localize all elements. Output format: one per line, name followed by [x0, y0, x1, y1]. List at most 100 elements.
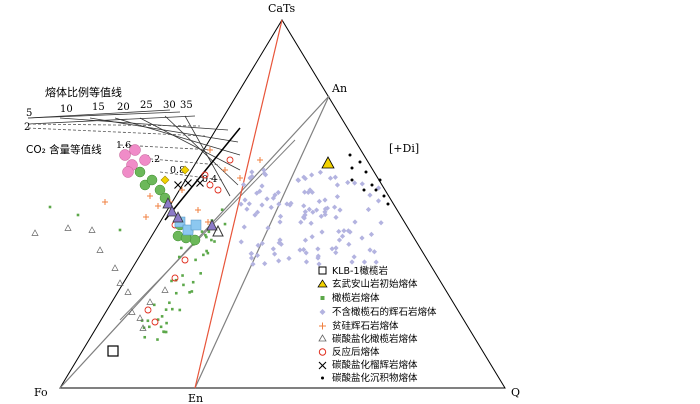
pyroxenite-melt-diamond: [375, 185, 382, 191]
pyroxenite-melt-diamond: [337, 207, 343, 213]
pyroxenite-melt-diamond: [295, 177, 301, 183]
green-circle: [134, 166, 146, 178]
pyroxenite-melt-points: [238, 167, 384, 267]
peridotite-melt-square: [178, 308, 182, 312]
purple-triangle: [166, 205, 178, 217]
co2-value-0-8: 0.8: [170, 165, 185, 176]
pyroxenite-melt-diamond: [297, 247, 303, 253]
reacted-melt-circle: [226, 156, 234, 164]
peridotite-melt-square: [162, 330, 165, 333]
peridotite-melt-square: [160, 315, 164, 318]
vertex-label-fo: Fo: [34, 386, 48, 399]
co2-title: CO₂ 含量等值线: [26, 143, 102, 156]
vertex-label-di: [+Di]: [389, 142, 419, 155]
pyroxenite-melt-diamond: [284, 201, 290, 207]
pyroxenite-melt-diamond: [240, 182, 247, 188]
carbonated-peridotite-triangle: [124, 288, 132, 295]
peridotite-melt-square: [171, 307, 174, 311]
pyroxenite-melt-diamond: [277, 237, 283, 243]
purple-triangle: [206, 219, 218, 231]
pyroxenite-melt-diamond: [371, 249, 377, 255]
peridotite-melt-square: [205, 235, 208, 239]
reacted-melt-circle: [181, 256, 189, 264]
pyroxenite-melt-diamond: [349, 259, 355, 265]
melt-ratio-value-10: 10: [60, 104, 73, 115]
carbonated-peridotite-triangle: [128, 308, 136, 315]
yellow-diamond: [160, 175, 170, 185]
pyroxenite-melt-diamond: [298, 219, 304, 225]
peridotite-melt-square: [142, 326, 146, 330]
pyroxenite-melt-diamond: [324, 205, 331, 211]
pyroxenite-melt-diamond: [303, 250, 309, 256]
pyroxenite-melt-diamond: [276, 258, 282, 264]
carbonated-sediment-dot: [370, 183, 374, 187]
reacted-melt-circle: [214, 186, 222, 194]
legend-label-carbonated-sediment: 碳酸盐化沉积物熔体: [332, 372, 418, 384]
peridotite-melt-square: [159, 325, 163, 329]
pyroxenite-melt-diamond: [327, 175, 334, 181]
carbonated-eclogite-cross: [184, 179, 192, 187]
pyroxenite-melt-diamond: [302, 175, 308, 182]
pyroxenite-melt-diamond: [341, 228, 347, 234]
pyroxenite-melt-diamond: [276, 201, 282, 207]
pyroxenite-melt-diamond: [247, 175, 253, 181]
pyroxenite-melt-diamond: [250, 261, 256, 267]
pyroxenite-melt-diamond: [270, 195, 276, 201]
pyroxenite-melt-diamond: [248, 251, 254, 257]
pyroxenite-melt-diamond: [319, 229, 325, 235]
pyroxenite-melt-diamond: [238, 239, 244, 245]
pyroxenite-melt-diamond: [307, 187, 313, 193]
peridotite-melt-square: [165, 321, 168, 325]
pyroxenite-melt-diamond: [359, 235, 365, 241]
pyroxenite-melt-diamond: [268, 204, 274, 210]
pyroxenite-melt-diamond: [300, 214, 307, 220]
pyroxenite-melt-diamond: [315, 246, 321, 252]
carbonated-peridotite-triangle: [139, 324, 147, 331]
carbonated-peridotite-triangle: [161, 286, 169, 293]
peridotite-melt-square: [190, 290, 194, 293]
carbonated-sediment-dot: [378, 178, 382, 182]
pyroxenite-melt-diamond: [308, 220, 314, 226]
legend-label-carbonated-peridotite: 碳酸盐化橄榄岩熔体: [332, 333, 418, 345]
reacted-melt-circle: [171, 274, 179, 282]
peridotite-melt-square: [202, 253, 205, 257]
legend: KLB-1橄榄岩 玄武安山岩初始熔体 橄榄岩熔体 不含橄榄石的辉石岩熔体 贫硅辉…: [317, 265, 437, 384]
peridotite-melt-square: [199, 272, 202, 275]
peridotite-melt-square: [204, 233, 207, 237]
pyroxenite-melt-diamond: [265, 225, 271, 231]
purple-triangle: [172, 211, 184, 223]
pyroxenite-melt-diamond: [264, 196, 270, 202]
melt-ratio-value-25: 25: [140, 100, 153, 111]
pyroxenite-melt-diamond: [277, 213, 284, 219]
melt-ratio-value-30: 30: [163, 100, 176, 111]
legend-label-silica-poor-pyroxenite: 贫硅辉石岩熔体: [332, 320, 399, 332]
vertex-label-an: An: [331, 82, 347, 95]
silica-poor-pyroxenite-points: [102, 147, 263, 225]
peridotite-melt-square: [179, 246, 183, 250]
peridotite-melt-square: [168, 301, 171, 305]
vertex-label-en: En: [188, 392, 203, 404]
pyroxenite-melt-diamond: [278, 241, 284, 247]
carbonated-eclogite-cross: [174, 181, 182, 189]
pyroxenite-melt-diamond: [254, 190, 260, 196]
yellow-diamond: [180, 165, 190, 175]
carbonated-peridotite-triangle: [146, 298, 154, 305]
peridotite-melt-square: [156, 338, 159, 341]
pink-circle: [119, 149, 131, 161]
peridotite-melt-square: [164, 330, 168, 334]
pyroxenite-melt-diamond: [334, 182, 341, 188]
pyroxenite-melt-diamond: [302, 237, 309, 243]
melt-ratio-value-35: 35: [180, 100, 193, 111]
co2-value-1-6: 1.6: [116, 140, 131, 151]
pyroxenite-melt-diamond: [346, 241, 352, 247]
pink-circle: [122, 166, 134, 178]
pyroxenite-melt-diamond: [301, 174, 307, 180]
pyroxenite-melt-diamond: [302, 189, 308, 195]
pyroxenite-melt-diamond: [345, 179, 351, 186]
pyroxenite-melt-diamond: [333, 214, 339, 220]
pyroxenite-melt-diamond: [309, 172, 315, 178]
carbonated-sediment-dot: [348, 153, 352, 157]
pyroxenite-melt-diamond: [287, 202, 293, 208]
peridotite-melt-square: [181, 274, 184, 277]
pyroxenite-melt-diamond: [259, 202, 265, 208]
